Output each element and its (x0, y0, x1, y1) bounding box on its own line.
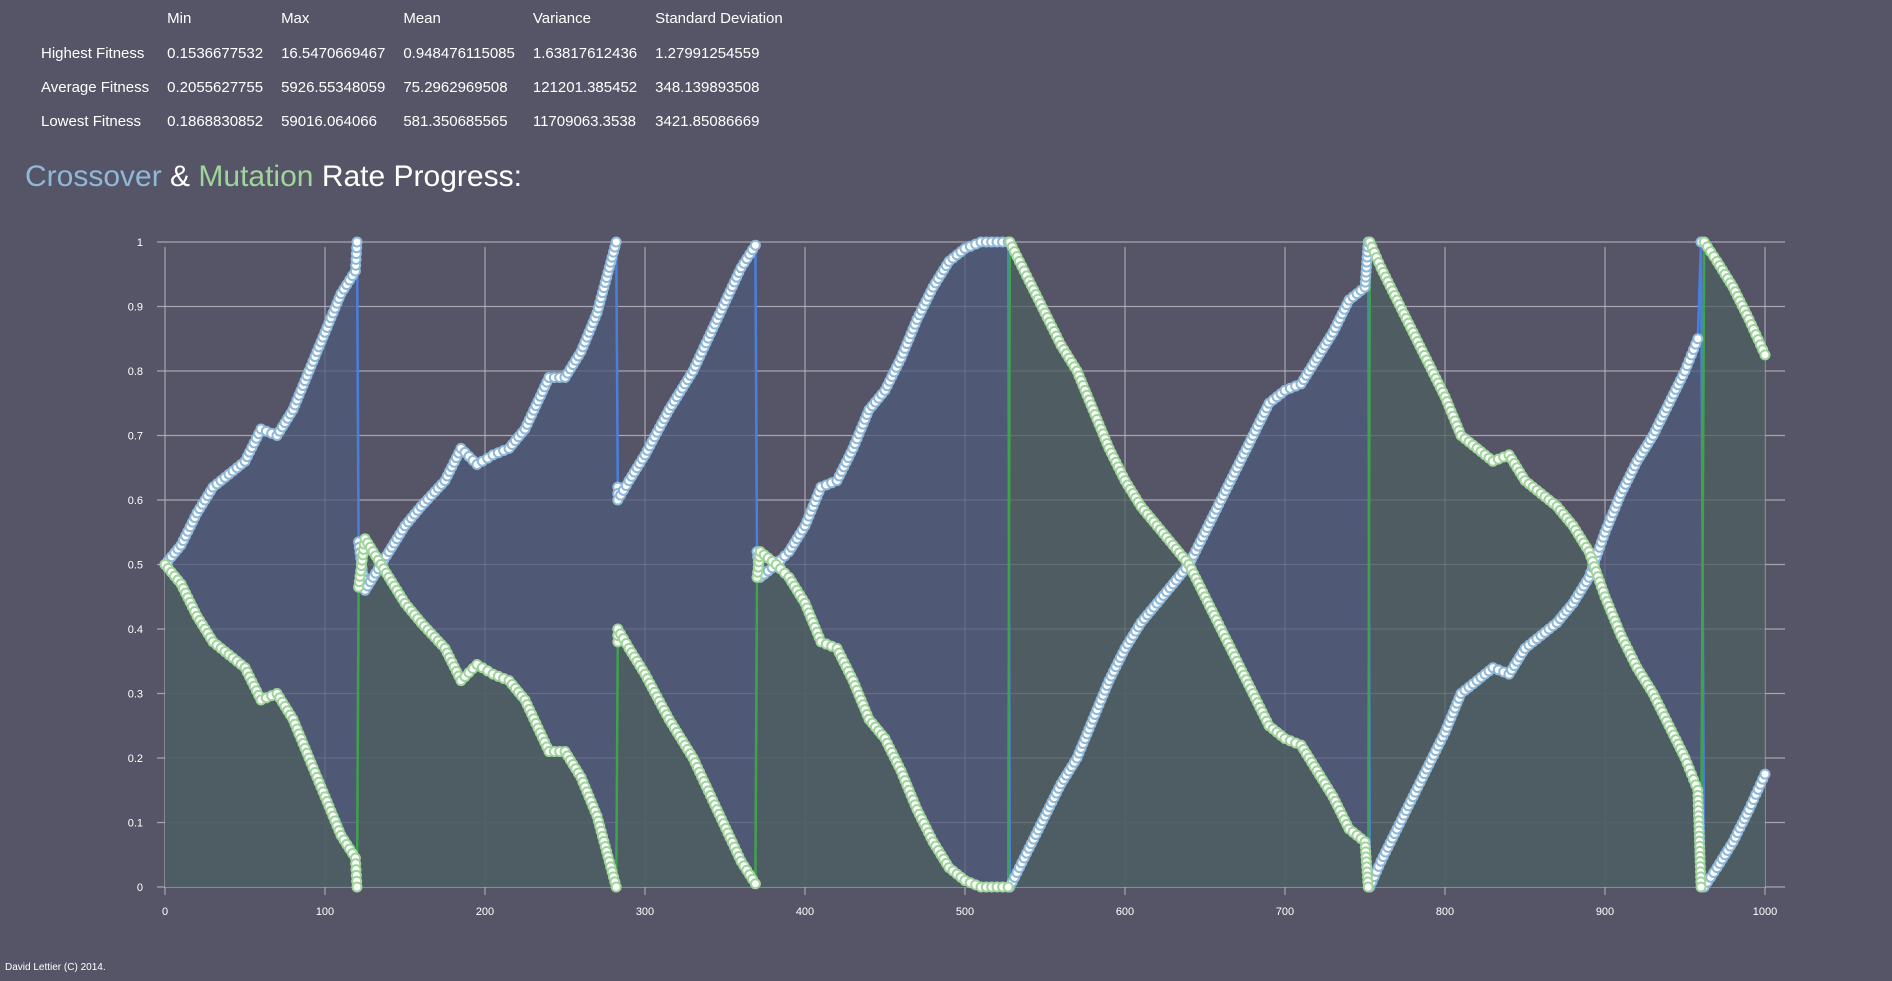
stat-cell: 121201.385452 (532, 78, 638, 96)
y-tick-label: 0.3 (128, 689, 143, 701)
x-tick-label: 500 (956, 906, 974, 918)
mutation-point (1695, 881, 1707, 893)
stat-cell: 0.1868830852 (167, 112, 264, 130)
crossover-point (610, 236, 622, 248)
x-tick-label: 200 (476, 906, 494, 918)
stat-cell: 16.5470669467 (281, 44, 386, 62)
row-label: Average Fitness (41, 78, 150, 96)
stat-cell: 3421.85086669 (655, 112, 760, 130)
x-tick-label: 900 (1596, 906, 1614, 918)
mutation-point (351, 881, 363, 893)
x-tick-label: 700 (1276, 906, 1294, 918)
stat-cell: 5926.55348059 (281, 78, 386, 96)
mutation-area (165, 242, 1765, 887)
x-tick-label: 1000 (1753, 906, 1777, 918)
stat-cell: 348.139893508 (655, 78, 760, 96)
y-tick-label: 0.7 (128, 431, 143, 443)
row-label: Highest Fitness (41, 44, 145, 62)
x-tick-label: 800 (1436, 906, 1454, 918)
y-tick-label: 0.8 (128, 366, 143, 378)
chart-heading: Crossover & Mutation Rate Progress: (25, 160, 522, 194)
mutation-point (1002, 881, 1014, 893)
stat-cell: 0.948476115085 (403, 44, 515, 62)
crossover-point (351, 236, 363, 248)
y-tick-label: 0.2 (128, 753, 143, 765)
y-tick-label: 0.9 (128, 302, 143, 314)
stat-cell: 11709063.3538 (532, 112, 637, 130)
y-tick-label: 1 (137, 237, 143, 249)
heading-mutation-word: Mutation (198, 160, 314, 193)
stats-header-mean: Mean (403, 9, 441, 27)
x-tick-label: 100 (316, 906, 334, 918)
heading-ampersand: & (170, 160, 191, 193)
crossover-point (1692, 333, 1704, 345)
stats-header-variance: Variance (532, 9, 591, 27)
stats-header-max: Max (281, 9, 310, 27)
stat-cell: 581.350685565 (403, 112, 508, 130)
y-tick-label: 0.1 (128, 818, 143, 830)
stat-cell: 0.1536677532 (167, 44, 264, 62)
row-label: Lowest Fitness (41, 112, 142, 130)
heading-rest: Rate Progress: (321, 160, 522, 193)
y-tick-label: 0.4 (128, 624, 143, 636)
stats-table: Min Max Mean Variance Standard Deviation… (32, 0, 792, 138)
mutation-point (610, 881, 622, 893)
stat-cell: 75.2962969508 (403, 78, 508, 96)
stats-header-std-dev: Standard Deviation (655, 9, 783, 27)
heading-crossover-word: Crossover (25, 160, 162, 193)
stats-header-row: Min Max Mean Variance Standard Deviation (32, 0, 792, 36)
crossover-point (749, 239, 761, 251)
y-tick-label: 0.5 (128, 560, 143, 572)
chart-points (159, 236, 1771, 893)
x-tick-label: 300 (636, 906, 654, 918)
crossover-area (165, 242, 1765, 887)
y-tick-label: 0.6 (128, 495, 143, 507)
stat-cell: 59016.064066 (281, 112, 377, 130)
y-tick-label: 0 (137, 882, 143, 894)
mutation-point (1759, 349, 1771, 361)
chart-ticks: 0 0.1 0.2 0.3 0.4 0.5 0.6 0.7 0.8 0.9 1 0 100 200 300 4… (128, 237, 1778, 918)
mutation-point (749, 878, 761, 890)
stat-cell: 1.63817612436 (532, 44, 638, 62)
x-tick-label: 600 (1116, 906, 1134, 918)
crossover-point (1759, 768, 1771, 780)
stats-row-average-fitness: Average Fitness 0.2055627755 5926.553480… (32, 70, 792, 104)
x-tick-label: 0 (162, 906, 168, 918)
stat-cell: 1.27991254559 (655, 44, 760, 62)
footer-credit: David Lettier (C) 2014. (5, 962, 106, 973)
stats-row-lowest-fitness: Lowest Fitness 0.1868830852 59016.064066… (32, 104, 792, 138)
stat-cell: 0.2055627755 (167, 78, 264, 96)
stats-row-highest-fitness: Highest Fitness 0.1536677532 16.54706694… (32, 36, 792, 70)
stats-header-min: Min (167, 9, 192, 27)
mutation-point (1362, 881, 1374, 893)
x-tick-label: 400 (796, 906, 814, 918)
chart-areas (165, 242, 1765, 887)
